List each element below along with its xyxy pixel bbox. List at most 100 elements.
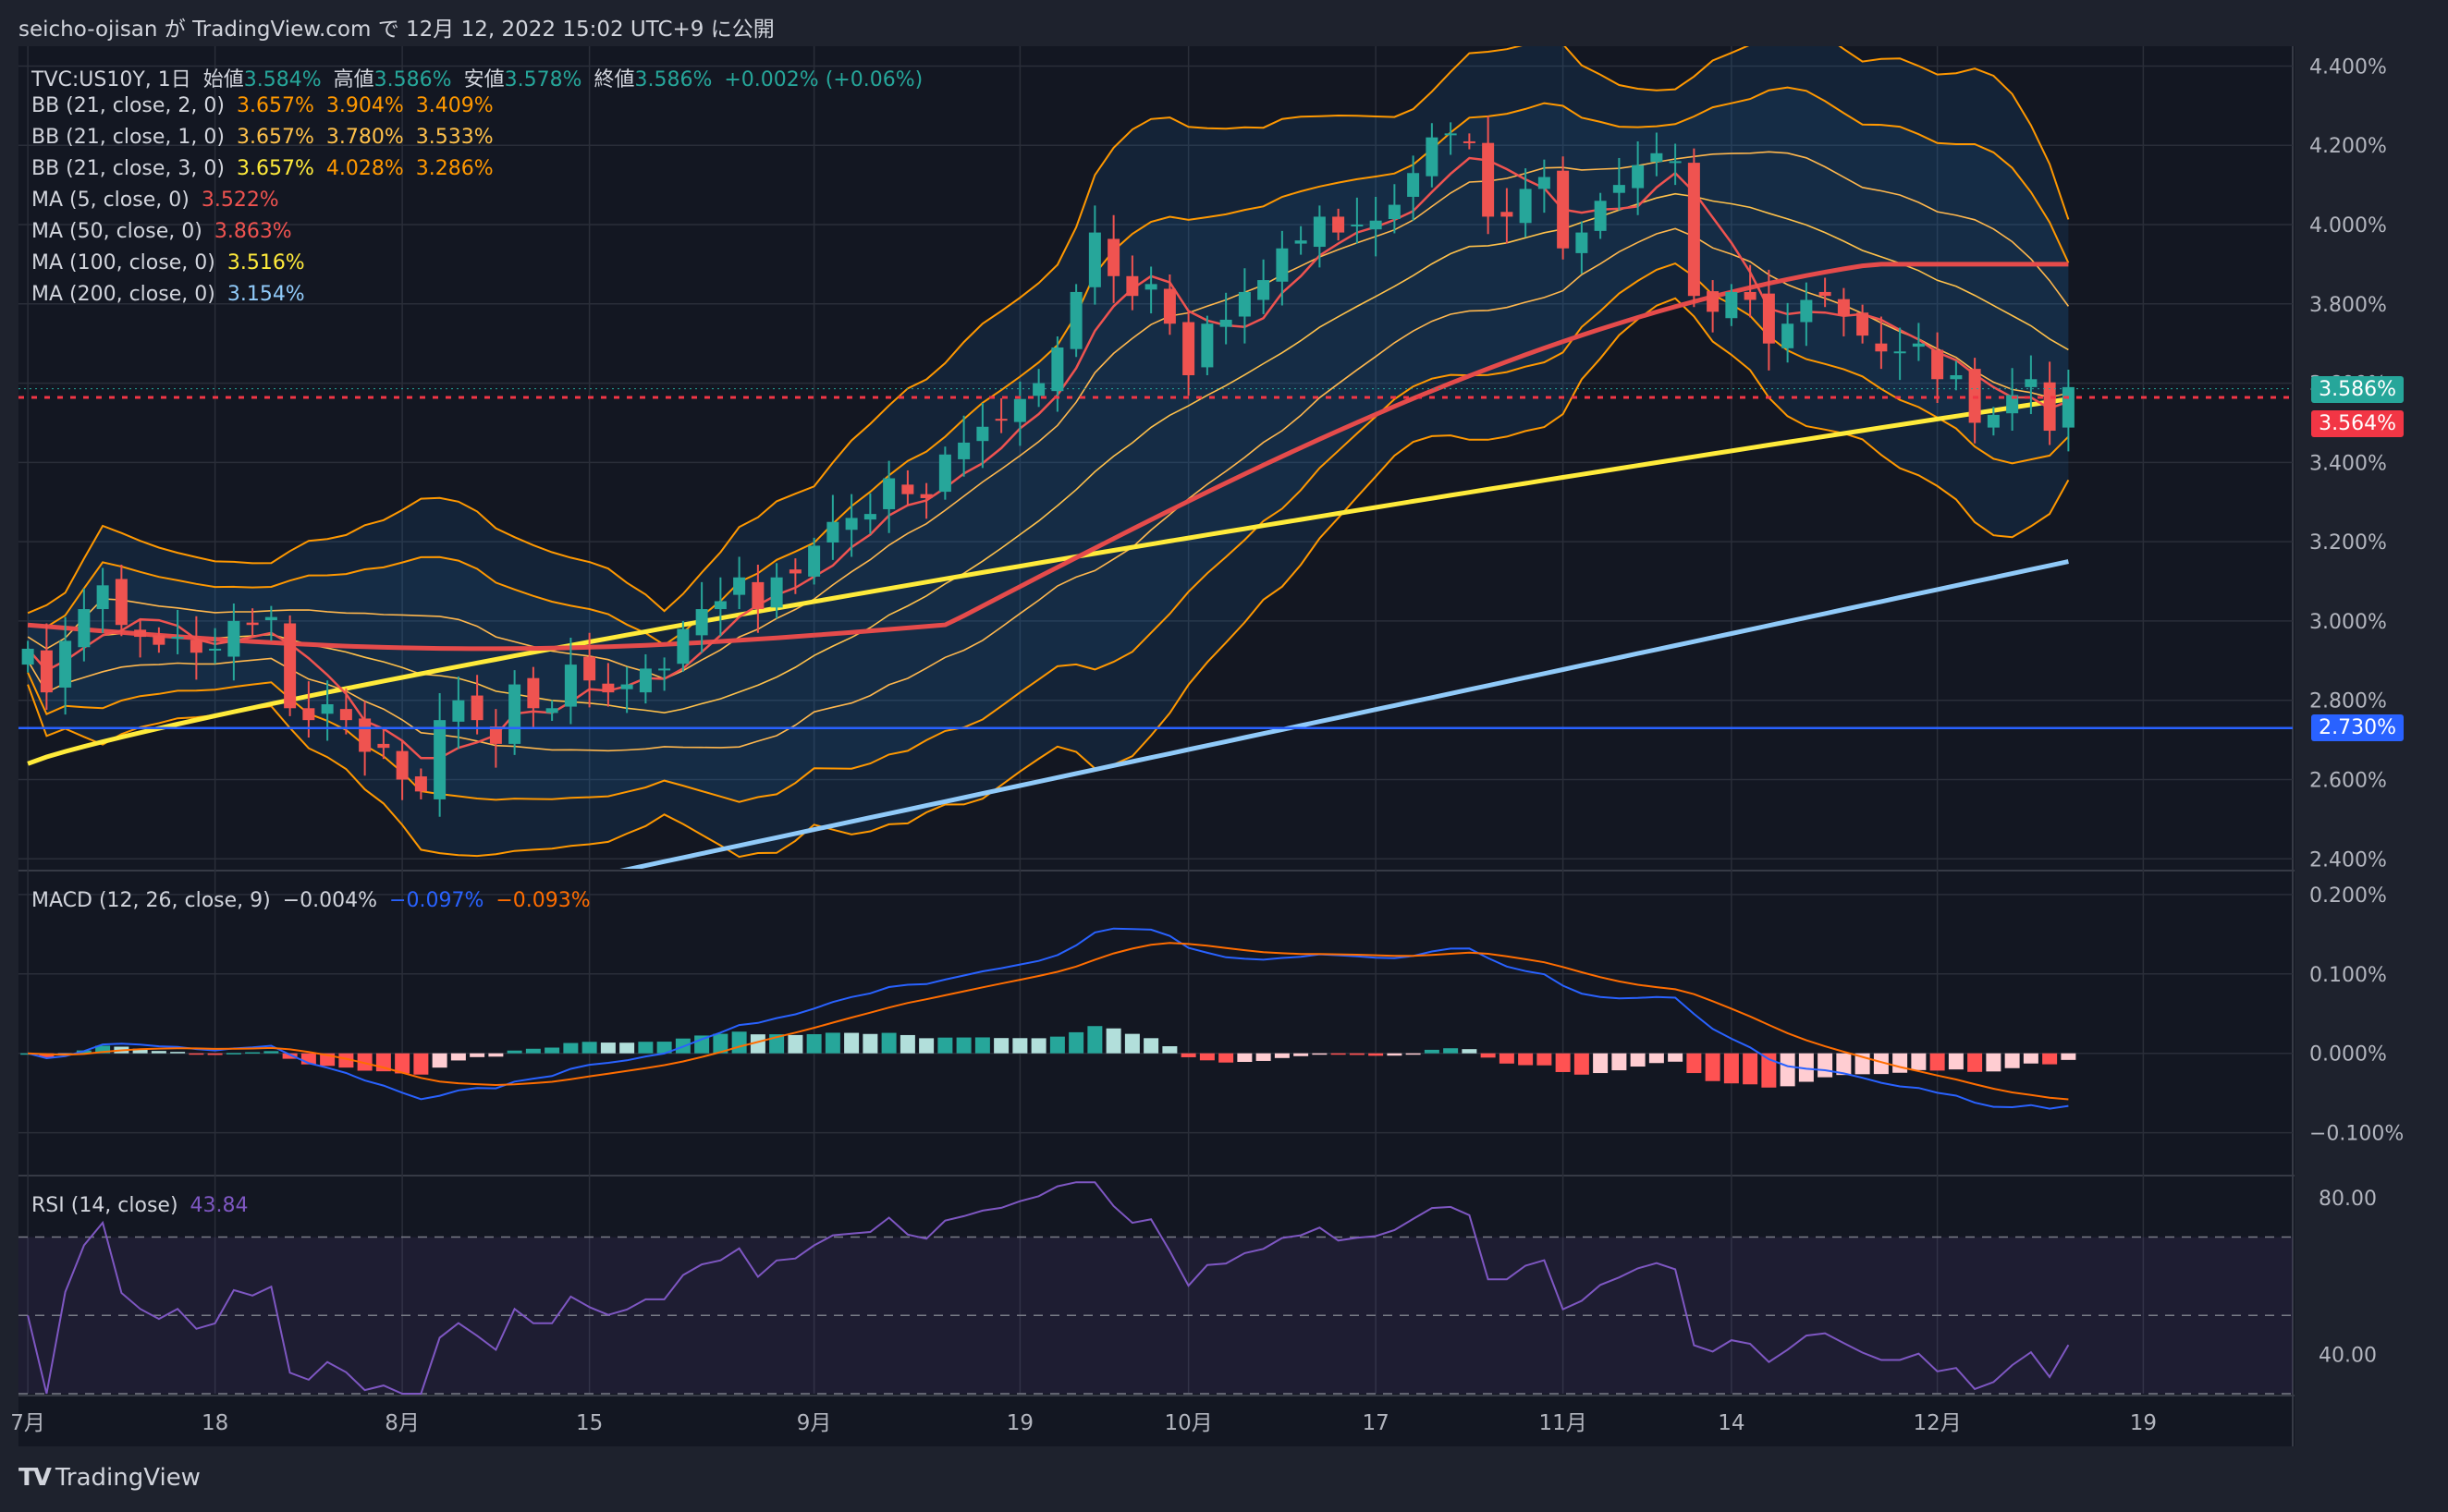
macd-histogram-bar: [338, 1053, 354, 1068]
candle-body: [1500, 212, 1513, 217]
macd-histogram-bar: [1892, 1053, 1908, 1073]
macd-histogram-bar: [1237, 1053, 1253, 1063]
macd-histogram-bar: [1873, 1053, 1889, 1075]
candle-body: [40, 650, 53, 693]
macd-histogram-bar: [1798, 1053, 1814, 1082]
candle-body: [752, 581, 765, 610]
macd-histogram-bar: [39, 1053, 55, 1057]
macd-histogram-bar: [1705, 1053, 1720, 1081]
candle-body: [808, 545, 821, 577]
legend-macd[interactable]: MACD (12, 26, close, 9) −0.004% −0.097% …: [31, 889, 596, 912]
candle-body: [209, 648, 222, 651]
macd-histogram-bar: [525, 1048, 541, 1054]
candle-body: [1557, 170, 1570, 249]
y-tick-label: 4.200%: [2309, 135, 2387, 158]
macd-tick-label: 0.000%: [2309, 1043, 2387, 1067]
x-tick-label: 12月: [1913, 1411, 1961, 1435]
macd-value: −0.097%: [389, 889, 484, 912]
candle-body: [995, 419, 1008, 421]
ma5-name: MA (5, close, 0): [31, 189, 190, 212]
macd-histogram-bar: [132, 1048, 148, 1054]
x-tick-label: 8月: [385, 1411, 420, 1435]
candle-body: [901, 484, 914, 494]
macd-histogram-bar: [844, 1032, 860, 1054]
tradingview-brand[interactable]: TV TradingView: [18, 1464, 201, 1492]
x-tick-label: 14: [1718, 1411, 1744, 1435]
x-tick-label: 10月: [1164, 1411, 1212, 1435]
legend-rsi[interactable]: RSI (14, close) 43.84: [31, 1194, 254, 1217]
candle-body: [1407, 173, 1420, 197]
candle-body: [1725, 291, 1738, 319]
candle-body: [434, 720, 447, 799]
ma5-value: 3.522%: [201, 189, 279, 212]
legend-bb3[interactable]: BB (21, close, 3, 0) 3.657% 4.028% 3.286…: [31, 157, 499, 180]
macd-histogram-bar: [881, 1032, 897, 1054]
macd-histogram-bar: [1780, 1053, 1795, 1087]
bb2-name: BB (21, close, 2, 0): [31, 94, 225, 117]
macd-histogram-bar: [1668, 1053, 1683, 1062]
macd-histogram-bar: [1723, 1053, 1739, 1084]
candle-body: [115, 579, 128, 626]
macd-histogram-bar: [974, 1037, 990, 1054]
rsi-value: 43.84: [190, 1194, 249, 1217]
bb3-name: BB (21, close, 3, 0): [31, 157, 225, 180]
candle-body: [1575, 232, 1588, 253]
macd-histogram-bar: [713, 1033, 728, 1054]
rsi-tick-label: 80.00: [2319, 1188, 2377, 1211]
legend-bb2[interactable]: BB (21, close, 2, 0) 3.657% 3.904% 3.409…: [31, 94, 499, 117]
macd-histogram-bar: [1124, 1033, 1140, 1054]
macd-histogram-bar: [1948, 1053, 1964, 1070]
macd-histogram-bar: [1424, 1049, 1439, 1054]
candle-body: [264, 616, 277, 621]
macd-histogram-bar: [1087, 1026, 1103, 1054]
candle-body: [1163, 288, 1176, 324]
macd-pane: [20, 927, 2076, 1110]
candle-body: [1463, 140, 1475, 143]
candle-body: [1276, 248, 1289, 282]
macd-histogram-bar: [581, 1042, 597, 1054]
macd-histogram-bar: [1349, 1053, 1365, 1055]
bollinger-fill: [28, 46, 2069, 858]
ma100-name: MA (100, close, 0): [31, 251, 215, 274]
bb2-lo: 3.409%: [415, 94, 494, 117]
legend-ma100[interactable]: MA (100, close, 0) 3.516%: [31, 251, 311, 274]
bb1-lower: [27, 227, 2069, 752]
legend-ma50[interactable]: MA (50, close, 0) 3.863%: [31, 220, 298, 243]
macd-histogram-bar: [1049, 1036, 1065, 1054]
candle-body: [1088, 232, 1101, 287]
macd-histogram-bar: [1573, 1053, 1589, 1075]
bb1-name: BB (21, close, 1, 0): [31, 126, 225, 149]
high-label: 高値: [333, 68, 374, 91]
macd-histogram-bar: [226, 1053, 241, 1055]
macd-histogram-bar: [1405, 1053, 1421, 1055]
legend-ma200[interactable]: MA (200, close, 0) 3.154%: [31, 283, 311, 306]
macd-histogram-bar: [1462, 1049, 1477, 1054]
x-tick-label: 18: [202, 1411, 228, 1435]
bb3-lo: 3.286%: [415, 157, 494, 180]
macd-histogram-bar: [1818, 1053, 1833, 1078]
macd-tick-label: 0.200%: [2309, 884, 2387, 908]
x-tick-label: 11月: [1538, 1411, 1586, 1435]
candle-body: [527, 677, 540, 709]
bb-middle: [27, 192, 2069, 714]
macd-histogram-bar: [507, 1050, 522, 1054]
legend-ma5[interactable]: MA (5, close, 0) 3.522%: [31, 189, 285, 212]
macd-histogram-bar: [563, 1043, 579, 1054]
candle-body: [1144, 284, 1157, 290]
macd-histogram-bar: [1312, 1053, 1328, 1055]
candle-body: [1931, 349, 1944, 380]
bb1-up: 3.780%: [325, 126, 404, 149]
legend-symbol[interactable]: TVC:US10Y, 1日: [31, 68, 191, 91]
candle-body: [1294, 240, 1307, 244]
macd-histogram-bar: [825, 1032, 840, 1054]
candle-body: [863, 514, 876, 520]
macd-histogram-bar: [282, 1053, 298, 1059]
macd-histogram-bar: [731, 1031, 747, 1054]
macd-histogram-bar: [1648, 1053, 1664, 1064]
high-value: 3.586%: [373, 68, 452, 91]
candle-body: [1669, 161, 1682, 164]
legend-bb1[interactable]: BB (21, close, 1, 0) 3.657% 3.780% 3.533…: [31, 126, 499, 149]
bb2-mid: 3.657%: [236, 94, 314, 117]
candle-body: [1762, 293, 1775, 344]
